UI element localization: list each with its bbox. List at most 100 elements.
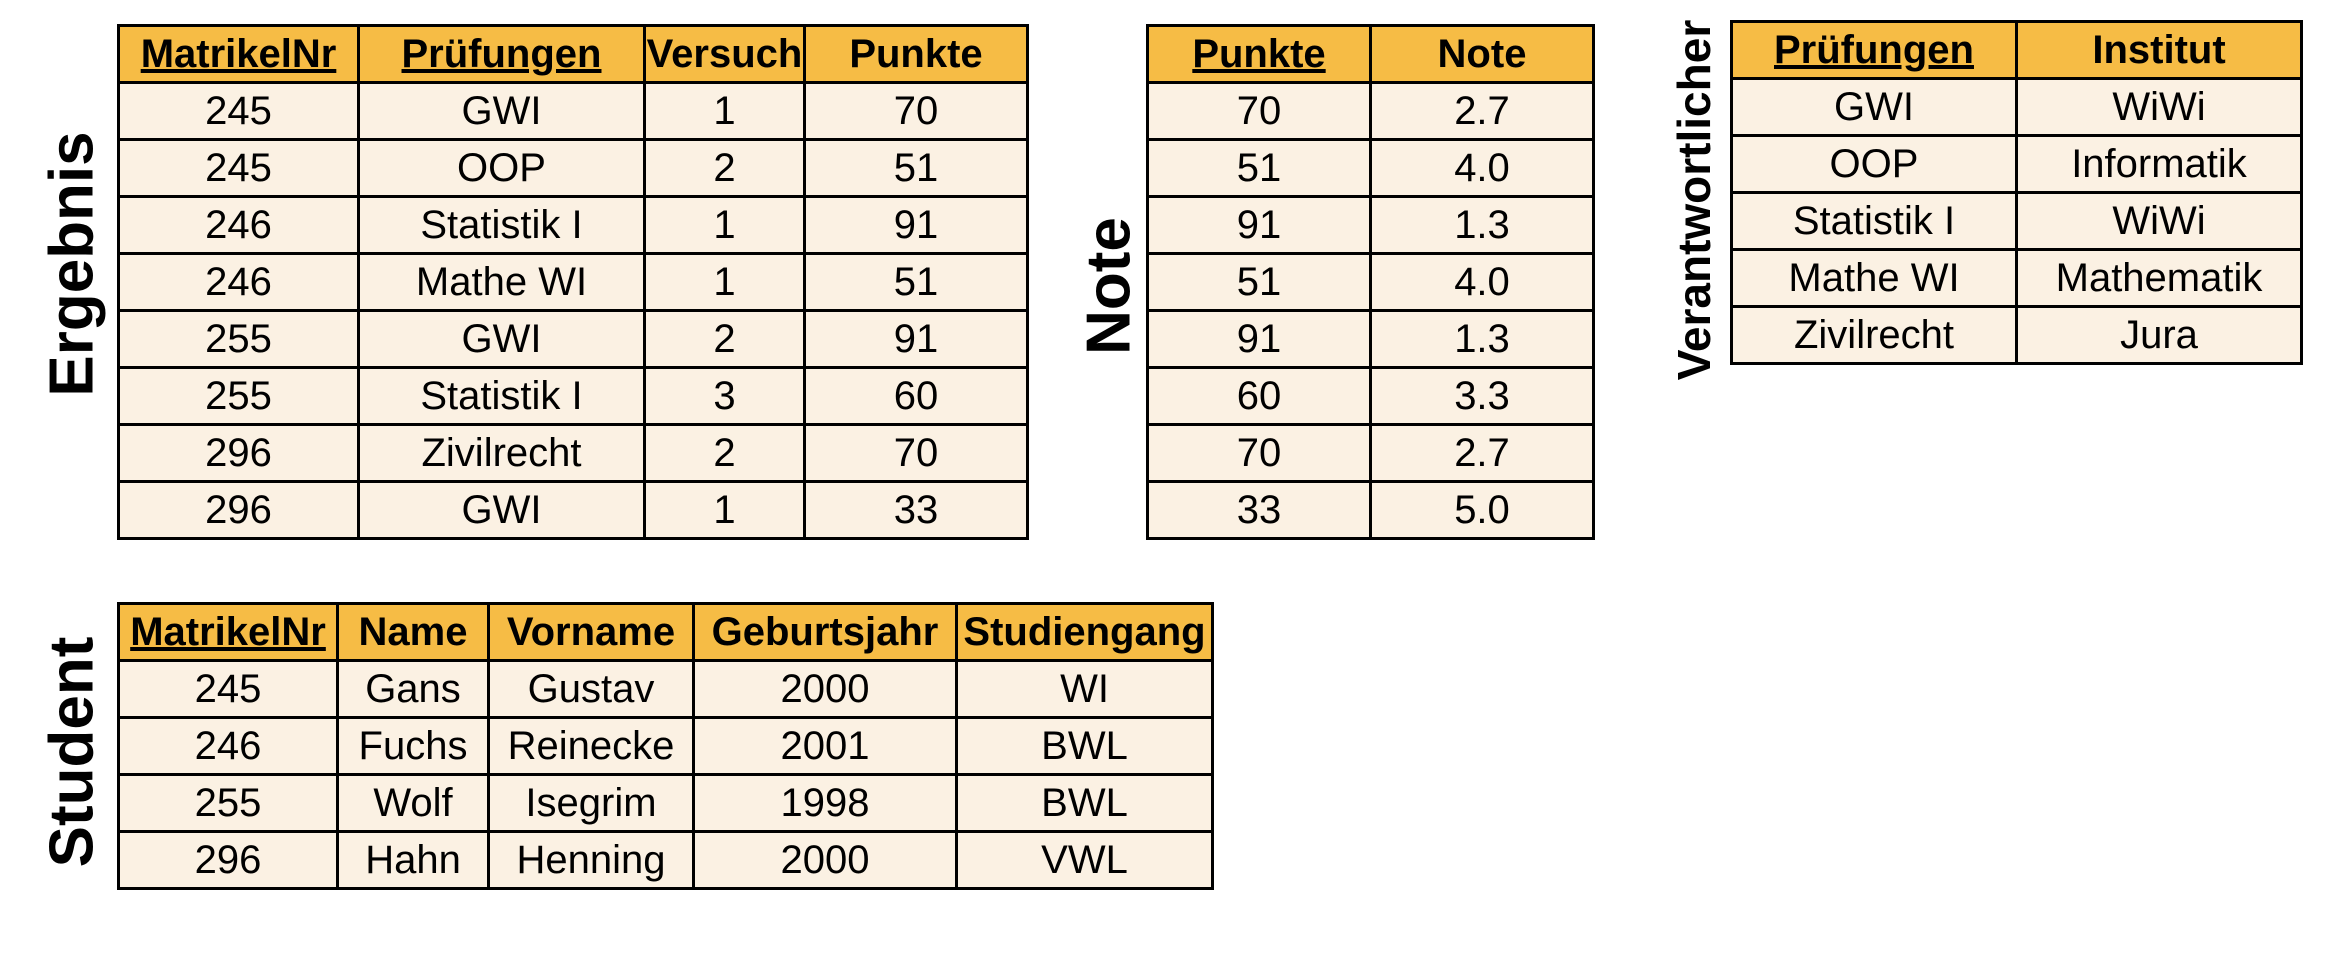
table-cell: Hahn <box>336 830 490 890</box>
table-cell: 70 <box>803 81 1029 141</box>
table-cell: VWL <box>955 830 1214 890</box>
table-row: 246 Mathe WI 1 51 <box>117 252 1029 312</box>
table-row: Mathe WI Mathematik <box>1730 248 2303 308</box>
table-row: 70 2.7 <box>1146 81 1595 141</box>
table-cell: 245 <box>117 659 339 719</box>
table-cell: GWI <box>357 480 646 540</box>
table-row: 33 5.0 <box>1146 480 1595 540</box>
table-cell: 1 <box>643 195 806 255</box>
table-cell: OOP <box>1730 134 2018 194</box>
table-cell: GWI <box>357 309 646 369</box>
note-title: Note <box>1074 217 1144 355</box>
table-row: 91 1.3 <box>1146 195 1595 255</box>
table-cell: 60 <box>803 366 1029 426</box>
table-cell: 2.7 <box>1369 423 1595 483</box>
table-cell: Zivilrecht <box>1730 305 2018 365</box>
table-cell: Fuchs <box>336 716 490 776</box>
ergebnis-header-matrikelnr: MatrikelNr <box>117 24 360 84</box>
table-cell: 2000 <box>692 659 958 719</box>
table-cell: 1 <box>643 81 806 141</box>
table-cell: Mathe WI <box>357 252 646 312</box>
table-cell: 1.3 <box>1369 195 1595 255</box>
table-row: 255 Statistik I 3 60 <box>117 366 1029 426</box>
table-cell: 33 <box>803 480 1029 540</box>
table-cell: 70 <box>803 423 1029 483</box>
table-cell: Mathematik <box>2015 248 2303 308</box>
table-row: 255 Wolf Isegrim 1998 BWL <box>117 773 1214 833</box>
note-header-note: Note <box>1369 24 1595 84</box>
ergebnis-header-versuch: Versuch <box>643 24 806 84</box>
table-cell: 91 <box>803 195 1029 255</box>
note-table: Punkte Note 70 2.7 51 4.0 91 1.3 51 4.0 <box>1146 24 1595 540</box>
table-cell: GWI <box>357 81 646 141</box>
table-row: 51 4.0 <box>1146 252 1595 312</box>
table-cell: Wolf <box>336 773 490 833</box>
table-cell: Informatik <box>2015 134 2303 194</box>
table-cell: 70 <box>1146 423 1372 483</box>
table-cell: 60 <box>1146 366 1372 426</box>
table-cell: Gans <box>336 659 490 719</box>
verantwortlicher-title: Verantwortlicher <box>1668 19 1720 381</box>
table-cell: 1 <box>643 252 806 312</box>
table-cell: 1 <box>643 480 806 540</box>
table-row: 245 OOP 2 51 <box>117 138 1029 198</box>
table-row: 245 GWI 1 70 <box>117 81 1029 141</box>
table-cell: 5.0 <box>1369 480 1595 540</box>
table-cell: 2000 <box>692 830 958 890</box>
table-row: Statistik I WiWi <box>1730 191 2303 251</box>
table-cell: Statistik I <box>1730 191 2018 251</box>
verantwortlicher-table: Prüfungen Institut GWI WiWi OOP Informat… <box>1730 20 2303 365</box>
table-cell: BWL <box>955 773 1214 833</box>
table-cell: 246 <box>117 716 339 776</box>
table-row: 296 Zivilrecht 2 70 <box>117 423 1029 483</box>
table-cell: 2 <box>643 423 806 483</box>
table-cell: 51 <box>803 252 1029 312</box>
table-cell: 246 <box>117 252 360 312</box>
table-row: Zivilrecht Jura <box>1730 305 2303 365</box>
table-cell: Statistik I <box>357 195 646 255</box>
student-header-studiengang: Studiengang <box>955 602 1214 662</box>
table-cell: Reinecke <box>487 716 695 776</box>
table-row: 246 Statistik I 1 91 <box>117 195 1029 255</box>
student-header-name: Name <box>336 602 490 662</box>
table-cell: 51 <box>803 138 1029 198</box>
table-row: 70 2.7 <box>1146 423 1595 483</box>
table-cell: OOP <box>357 138 646 198</box>
verantwortlicher-header-institut: Institut <box>2015 20 2303 80</box>
table-cell: 296 <box>117 830 339 890</box>
table-cell: WiWi <box>2015 77 2303 137</box>
table-row: 91 1.3 <box>1146 309 1595 369</box>
table-row: 296 Hahn Henning 2000 VWL <box>117 830 1214 890</box>
table-cell: 245 <box>117 138 360 198</box>
table-cell: 1.3 <box>1369 309 1595 369</box>
table-cell: 3.3 <box>1369 366 1595 426</box>
table-cell: WI <box>955 659 1214 719</box>
table-row: 51 4.0 <box>1146 138 1595 198</box>
table-cell: 296 <box>117 480 360 540</box>
verantwortlicher-header-pruefungen: Prüfungen <box>1730 20 2018 80</box>
table-cell: WiWi <box>2015 191 2303 251</box>
student-header-vorname: Vorname <box>487 602 695 662</box>
table-cell: Jura <box>2015 305 2303 365</box>
table-cell: 2 <box>643 138 806 198</box>
ergebnis-header-pruefungen: Prüfungen <box>357 24 646 84</box>
table-cell: 2 <box>643 309 806 369</box>
ergebnis-title: Ergebnis <box>37 131 107 397</box>
table-cell: Gustav <box>487 659 695 719</box>
table-row: 245 Gans Gustav 2000 WI <box>117 659 1214 719</box>
table-cell: 91 <box>1146 309 1372 369</box>
table-cell: Isegrim <box>487 773 695 833</box>
note-header-punkte: Punkte <box>1146 24 1372 84</box>
table-cell: 51 <box>1146 138 1372 198</box>
student-title: Student <box>37 636 107 868</box>
table-cell: Mathe WI <box>1730 248 2018 308</box>
student-header-geburtsjahr: Geburtsjahr <box>692 602 958 662</box>
student-table: MatrikelNr Name Vorname Geburtsjahr Stud… <box>117 602 1214 890</box>
table-cell: 3 <box>643 366 806 426</box>
table-cell: Statistik I <box>357 366 646 426</box>
table-row: 246 Fuchs Reinecke 2001 BWL <box>117 716 1214 776</box>
table-cell: 296 <box>117 423 360 483</box>
table-cell: GWI <box>1730 77 2018 137</box>
table-row: 296 GWI 1 33 <box>117 480 1029 540</box>
table-cell: 4.0 <box>1369 138 1595 198</box>
